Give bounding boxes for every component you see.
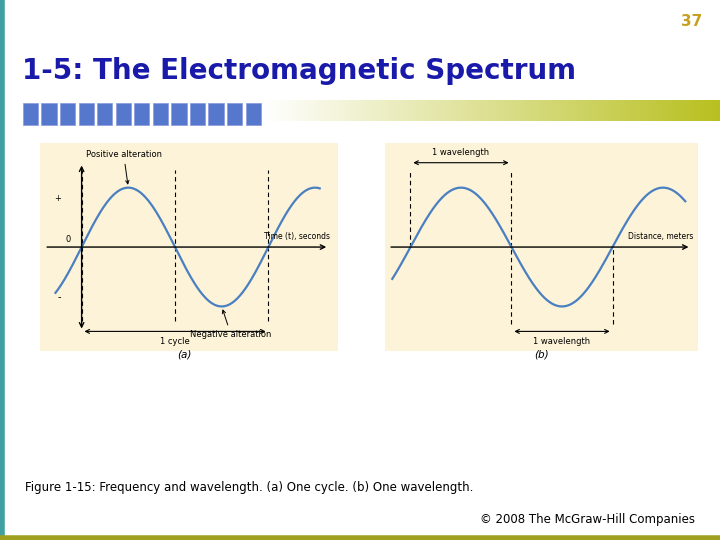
FancyBboxPatch shape	[116, 103, 131, 125]
FancyBboxPatch shape	[190, 103, 205, 125]
Text: Negative alteration: Negative alteration	[190, 310, 271, 339]
Text: 1 cycle: 1 cycle	[160, 338, 190, 346]
Text: © 2008 The McGraw-Hill Companies: © 2008 The McGraw-Hill Companies	[480, 514, 695, 526]
FancyBboxPatch shape	[208, 103, 224, 125]
Text: -: -	[58, 293, 61, 302]
Text: +: +	[54, 194, 61, 203]
FancyBboxPatch shape	[227, 103, 242, 125]
FancyBboxPatch shape	[246, 103, 261, 125]
Text: 1-5: The Electromagnetic Spectrum: 1-5: The Electromagnetic Spectrum	[22, 57, 576, 85]
FancyBboxPatch shape	[78, 103, 94, 125]
FancyBboxPatch shape	[60, 103, 75, 125]
FancyBboxPatch shape	[42, 103, 57, 125]
Text: 1 wavelength: 1 wavelength	[433, 148, 490, 157]
Text: (a): (a)	[177, 349, 192, 359]
Text: 37: 37	[680, 14, 702, 29]
Text: (b): (b)	[534, 349, 549, 359]
FancyBboxPatch shape	[171, 103, 186, 125]
Text: 0: 0	[66, 235, 71, 244]
Text: Distance, meters: Distance, meters	[628, 232, 693, 241]
FancyBboxPatch shape	[134, 103, 150, 125]
Text: Positive alteration: Positive alteration	[86, 150, 161, 184]
Text: Figure 1-15: Frequency and wavelength. (a) One cycle. (b) One wavelength.: Figure 1-15: Frequency and wavelength. (…	[25, 481, 474, 494]
FancyBboxPatch shape	[23, 103, 38, 125]
Text: Time (t), seconds: Time (t), seconds	[264, 232, 330, 241]
FancyBboxPatch shape	[153, 103, 168, 125]
FancyBboxPatch shape	[97, 103, 112, 125]
Text: 1 wavelength: 1 wavelength	[534, 338, 590, 346]
